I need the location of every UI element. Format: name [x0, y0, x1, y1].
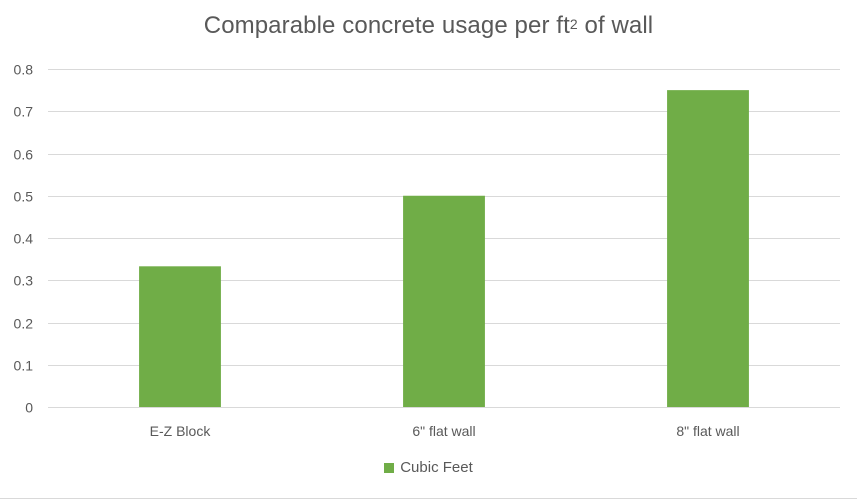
x-axis-ticks: E-Z Block 6" flat wall 8" flat wall — [150, 423, 740, 439]
y-tick-label: 0.3 — [14, 273, 34, 289]
x-tick-label: E-Z Block — [150, 423, 212, 439]
legend-swatch-cubic-feet — [384, 462, 395, 473]
bar — [667, 90, 749, 407]
x-tick-label: 8" flat wall — [676, 423, 739, 439]
bars — [139, 90, 749, 407]
chart-title: Comparable concrete usage per ft2 of wal… — [0, 12, 857, 40]
y-axis-ticks: 0 0.1 0.2 0.3 0.4 0.5 0.6 0.7 0.8 — [14, 62, 34, 416]
y-tick-label: 0.6 — [14, 147, 34, 163]
y-tick-label: 0.2 — [14, 316, 34, 332]
y-tick-label: 0.1 — [14, 358, 34, 374]
y-tick-label: 0.4 — [14, 231, 34, 247]
chart-title-text: Comparable concrete usage per ft — [203, 12, 570, 39]
chart-title-suffix: of wall — [577, 12, 654, 39]
chart-title-superscript: 2 — [569, 16, 578, 32]
legend-label-cubic-feet: Cubic Feet — [400, 459, 473, 476]
y-tick-label: 0.8 — [14, 62, 34, 78]
y-tick-label: 0.7 — [14, 104, 34, 120]
legend: Cubic Feet — [0, 459, 857, 476]
bar — [403, 195, 485, 407]
x-tick-label: 6" flat wall — [412, 423, 475, 439]
bar — [139, 266, 221, 407]
y-tick-label: 0.5 — [14, 189, 34, 205]
y-tick-label: 0 — [25, 400, 33, 416]
